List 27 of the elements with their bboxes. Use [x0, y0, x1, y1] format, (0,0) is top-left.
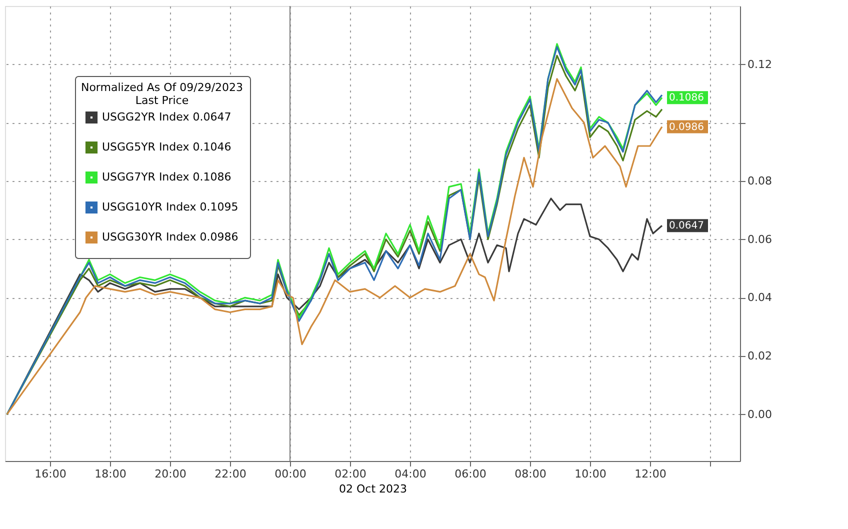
x-tick-label: 10:00 — [574, 468, 606, 480]
y-tick-label: 0.12 — [748, 58, 772, 71]
legend-label: USGG2YR Index 0.0647 — [102, 110, 232, 124]
x-tick-label: 02:00 — [334, 468, 366, 480]
y-tick-label: 0.00 — [748, 408, 772, 421]
data-label: 0.1086 — [669, 92, 704, 104]
x-tick-label: 04:00 — [394, 468, 426, 480]
data-label: 0.0647 — [669, 220, 704, 232]
legend-title: Normalized As Of 09/29/2023 Last Price — [80, 81, 244, 107]
x-tick-label: 16:00 — [34, 468, 66, 480]
y-tick-label: 0.08 — [748, 174, 772, 188]
y-tick-label: 0.04 — [748, 291, 772, 304]
y-tick-label: 0.06 — [748, 232, 772, 246]
x-tick-label: 20:00 — [154, 468, 186, 480]
x-tick-label: 08:00 — [514, 468, 546, 480]
legend-label: USGG5YR Index 0.1046 — [102, 140, 232, 154]
legend-label: USGG10YR Index 0.1095 — [102, 200, 238, 214]
x-tick-label: 18:00 — [94, 468, 126, 480]
legend-label: USGG7YR Index 0.1086 — [102, 170, 232, 184]
x-tick-label: 00:00 — [274, 468, 306, 480]
x-axis-title: 02 Oct 2023 — [338, 482, 408, 496]
data-label: 0.0986 — [669, 122, 704, 133]
legend-label: USGG30YR Index 0.0986 — [102, 230, 238, 244]
x-tick-label: 12:00 — [634, 468, 666, 480]
y-tick-label: 0.02 — [748, 350, 772, 362]
x-tick-label: 06:00 — [454, 468, 486, 480]
x-tick-label: 22:00 — [214, 468, 246, 480]
